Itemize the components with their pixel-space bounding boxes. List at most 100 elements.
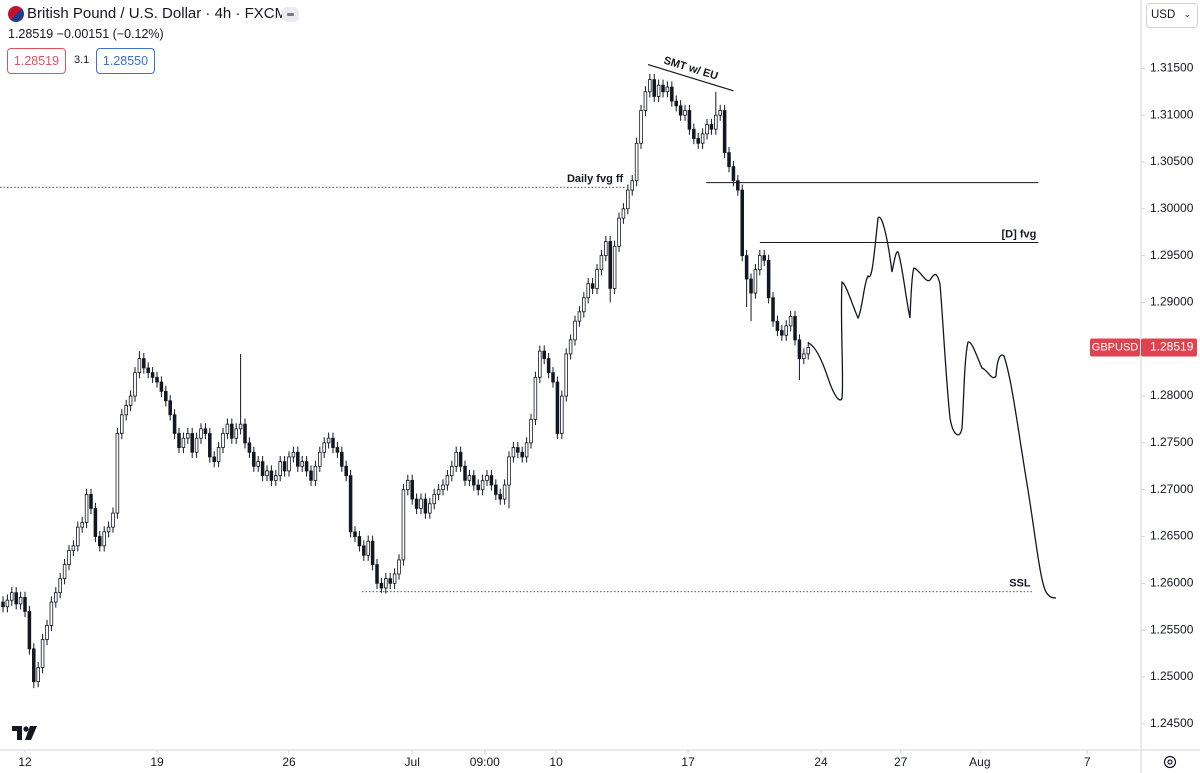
candle-body [538, 350, 542, 378]
y-tick-label: 1.25000 [1150, 669, 1194, 683]
candle-body [709, 124, 714, 130]
candle-body [454, 451, 458, 467]
candle-body [498, 493, 502, 500]
candle-body [186, 433, 190, 439]
candle-body [362, 545, 366, 556]
candle-body [529, 419, 533, 444]
candle-body [265, 470, 269, 477]
candle-body [630, 180, 634, 191]
candle-body [155, 376, 159, 383]
candle-body [463, 465, 467, 481]
candle-body [555, 381, 560, 434]
candle-body [472, 475, 476, 486]
candle-body [621, 208, 626, 219]
candle-body [287, 456, 291, 472]
candle-body [340, 451, 344, 467]
sell-button[interactable]: 1.28519 [7, 48, 66, 74]
candle-body [520, 451, 524, 458]
candle-body [480, 479, 485, 491]
candle-body [274, 475, 278, 481]
candle-body [40, 639, 45, 669]
candle-body [282, 461, 287, 472]
candle-body [230, 423, 234, 439]
x-tick-label: 26 [282, 755, 296, 769]
candle-body [252, 451, 256, 467]
candle-body [208, 433, 212, 458]
candle-body [441, 484, 445, 491]
candle-body [494, 484, 498, 495]
candle-body [172, 414, 177, 434]
candle-body [10, 592, 14, 601]
candle-body [744, 255, 749, 280]
candle-body [243, 423, 247, 444]
candle-body [780, 330, 784, 336]
y-tick-label: 1.29500 [1150, 248, 1194, 262]
candle-body [128, 395, 133, 406]
candle-body [58, 578, 62, 594]
chevron: ⌄ [1183, 9, 1191, 19]
candle-body [326, 437, 331, 444]
buy-button[interactable]: 1.28550 [96, 48, 155, 74]
candle-body [736, 180, 740, 191]
candle-body [366, 540, 370, 556]
candle-body [643, 91, 648, 111]
collapse-button[interactable] [282, 7, 299, 22]
candle-body [670, 86, 674, 102]
candle-body [221, 433, 225, 448]
candle-body [322, 442, 326, 453]
candle-body [32, 648, 36, 683]
candle-body [674, 100, 678, 107]
candle-body [590, 283, 595, 289]
settings-icon[interactable] [1163, 755, 1177, 769]
x-tick-label: Jul [405, 755, 420, 769]
y-tick-label: 1.26500 [1150, 529, 1194, 543]
candle-body [199, 428, 203, 439]
y-tick-label: 1.24500 [1150, 716, 1194, 730]
candle-body [652, 79, 656, 97]
candle-body [753, 269, 758, 294]
candle-body [432, 493, 436, 505]
candle-body [164, 390, 168, 402]
level-label: Daily fvg ff [567, 173, 624, 185]
candle-body [98, 536, 102, 547]
candle-body [384, 578, 388, 589]
candle-body [507, 456, 511, 486]
x-tick-label: 24 [814, 755, 828, 769]
quote-line: 1.28519 −0.00151 (−0.12%) [8, 27, 164, 41]
candle-body [300, 461, 304, 467]
candle-body [36, 667, 40, 683]
tv-logo [12, 726, 37, 740]
price-tag: 1.28519 [1150, 340, 1194, 354]
y-tick-label: 1.29000 [1150, 295, 1194, 309]
candle-body [76, 526, 80, 547]
candle-body [18, 596, 23, 605]
candle-body [247, 442, 252, 453]
collapse-glyph [287, 13, 294, 16]
candle-body [291, 451, 296, 458]
candle-body [392, 573, 397, 584]
candle-body [397, 559, 401, 575]
x-tick-label: 09:00 [470, 755, 500, 769]
currency-select[interactable]: USD ⌄ [1146, 3, 1198, 28]
candle-body [762, 255, 766, 261]
candle-body [731, 166, 736, 182]
candle-body [388, 578, 392, 584]
candle-body [190, 433, 194, 453]
candle-body [331, 437, 335, 448]
candle-body [177, 433, 181, 448]
candle-body [269, 470, 274, 481]
candle-body [150, 372, 155, 378]
candle-body [14, 592, 18, 605]
candle-body [401, 489, 406, 561]
candle-body [146, 367, 150, 374]
candle-body [45, 625, 49, 640]
candle-body [639, 110, 643, 144]
candle-body [766, 259, 771, 299]
x-tick-label: 7 [1084, 755, 1091, 769]
y-tick-label: 1.30500 [1150, 154, 1194, 168]
candle-body [542, 350, 546, 360]
candle-body [604, 241, 608, 257]
candle-body [771, 297, 775, 322]
candle-body [489, 475, 494, 486]
